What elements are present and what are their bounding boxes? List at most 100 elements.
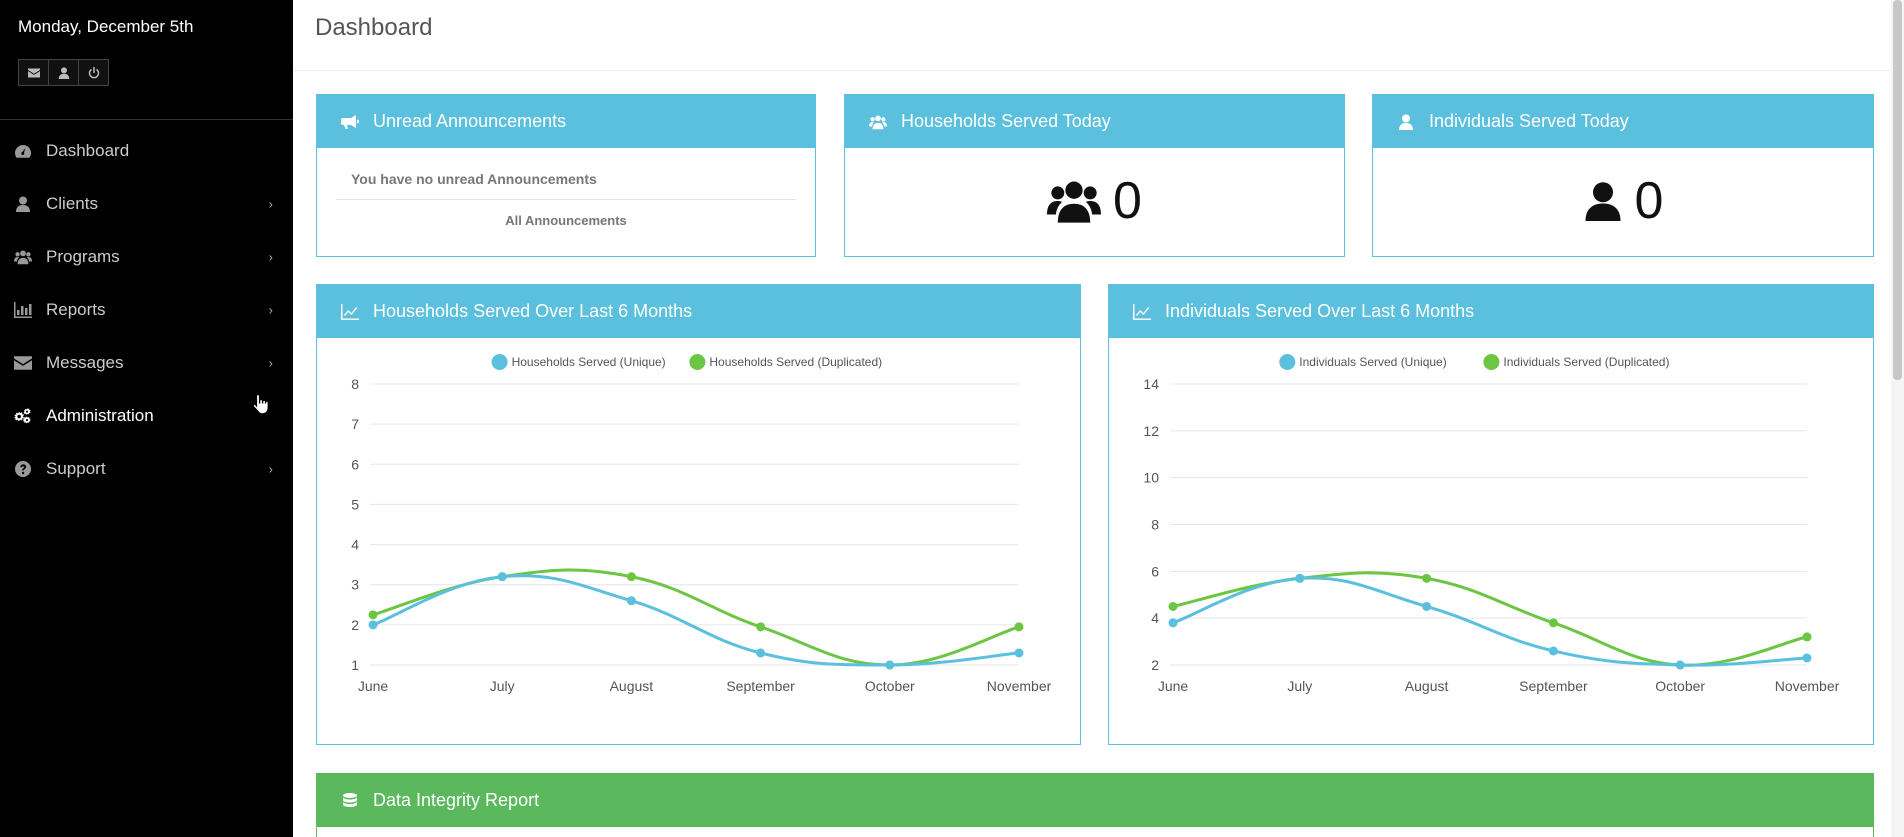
households-line-chart: Households Served (Unique) Households Ser…: [351, 354, 1052, 694]
legend-swatch[interactable]: [1483, 354, 1500, 370]
data-point[interactable]: [1422, 573, 1432, 583]
y-tick-label: 1: [351, 657, 359, 673]
dashboard-icon: [13, 143, 33, 159]
data-point[interactable]: [1422, 601, 1432, 611]
legend-swatch[interactable]: [491, 354, 508, 370]
data-point[interactable]: [1014, 648, 1024, 658]
sidebar-item-reports[interactable]: Reports ›: [0, 283, 293, 336]
x-tick-label: September: [1519, 678, 1588, 694]
question-circle-icon: [13, 460, 33, 477]
all-announcements-link[interactable]: All Announcements: [505, 213, 627, 228]
panel-heading: Individuals Served Today: [1373, 95, 1873, 148]
y-tick-label: 5: [351, 496, 359, 512]
announcements-panel: Unread Announcements You have no unread …: [316, 94, 816, 257]
data-point[interactable]: [756, 622, 766, 632]
y-tick-label: 8: [1151, 517, 1159, 533]
x-tick-label: August: [1405, 678, 1449, 694]
users-icon: [1047, 181, 1102, 223]
y-tick-label: 2: [351, 617, 359, 633]
panel-heading: Unread Announcements: [317, 95, 815, 148]
logout-button[interactable]: [78, 59, 109, 86]
legend-swatch[interactable]: [1279, 354, 1296, 370]
sidebar-item-clients[interactable]: Clients ›: [0, 177, 293, 230]
user-icon: [13, 196, 33, 212]
main-content: Dashboard Unread Announcements You have …: [293, 0, 1904, 837]
data-point[interactable]: [1675, 660, 1685, 670]
sidebar-item-label: Administration: [46, 405, 154, 425]
individuals-today-panel: Individuals Served Today 0: [1372, 94, 1874, 257]
profile-button[interactable]: [48, 59, 79, 86]
households-today-stat: 0: [845, 175, 1344, 227]
data-point[interactable]: [368, 610, 378, 620]
y-tick-label: 4: [351, 537, 359, 553]
data-point[interactable]: [1802, 632, 1812, 642]
data-point[interactable]: [1548, 618, 1558, 628]
data-point[interactable]: [1802, 653, 1812, 663]
chevron-right-icon: ›: [268, 196, 273, 211]
data-point[interactable]: [368, 620, 378, 630]
series-line: [1172, 571, 1808, 667]
x-tick-label: August: [610, 678, 654, 694]
legend-label[interactable]: Households Served (Unique): [512, 355, 666, 369]
x-tick-label: September: [726, 678, 795, 694]
vertical-scrollbar[interactable]: [1891, 0, 1904, 837]
chevron-right-icon: ›: [268, 355, 273, 370]
individuals-today-count: 0: [1634, 172, 1664, 230]
chevron-right-icon: ›: [268, 249, 273, 264]
y-tick-label: 6: [351, 456, 359, 472]
divider: [336, 199, 796, 200]
database-icon: [341, 792, 359, 809]
legend-label[interactable]: Individuals Served (Unique): [1299, 355, 1446, 369]
legend-label[interactable]: Households Served (Duplicated): [709, 355, 882, 369]
y-tick-label: 10: [1143, 470, 1159, 486]
hand-cursor-icon: [253, 393, 269, 415]
sidebar-item-label: Programs: [46, 246, 120, 266]
sidebar: Monday, December 5th Dashboard Clients ›…: [0, 0, 293, 837]
users-icon: [869, 114, 887, 130]
bullhorn-icon: [341, 114, 359, 130]
data-point[interactable]: [1168, 601, 1178, 611]
data-point[interactable]: [626, 596, 636, 606]
data-point[interactable]: [1014, 622, 1024, 632]
chevron-right-icon: ›: [268, 302, 273, 317]
sidebar-item-label: Dashboard: [46, 140, 130, 160]
data-point[interactable]: [756, 648, 766, 658]
sidebar-nav: Dashboard Clients › Programs › Reports ›…: [0, 124, 293, 495]
households-today-panel: Households Served Today 0: [844, 94, 1345, 257]
x-tick-label: November: [987, 678, 1052, 694]
bar-chart-icon: [13, 301, 33, 318]
sidebar-divider: [0, 119, 293, 120]
sidebar-item-programs[interactable]: Programs ›: [0, 230, 293, 283]
sidebar-item-support[interactable]: Support ›: [0, 442, 293, 495]
sidebar-item-label: Clients: [46, 193, 98, 213]
series-line: [1172, 576, 1808, 667]
data-point[interactable]: [1295, 573, 1305, 583]
panel-title: Data Integrity Report: [373, 790, 540, 810]
data-point[interactable]: [1548, 646, 1558, 656]
x-tick-label: July: [1287, 678, 1312, 694]
data-point[interactable]: [1168, 618, 1178, 628]
y-tick-label: 12: [1143, 423, 1159, 439]
x-tick-label: July: [490, 678, 515, 694]
data-point[interactable]: [497, 572, 507, 582]
scrollbar-thumb[interactable]: [1893, 0, 1902, 380]
individuals-today-stat: 0: [1373, 175, 1873, 227]
sidebar-item-dashboard[interactable]: Dashboard: [0, 124, 293, 177]
panel-title: Unread Announcements: [373, 111, 567, 131]
power-icon: [88, 66, 99, 78]
x-tick-label: October: [1655, 678, 1705, 694]
user-icon: [58, 66, 69, 79]
individuals-chart-panel: Individuals Served Over Last 6 Months In…: [1108, 284, 1874, 745]
data-point[interactable]: [626, 572, 636, 582]
messages-button[interactable]: [18, 59, 49, 86]
sidebar-item-label: Messages: [46, 352, 124, 372]
data-integrity-panel: Data Integrity Report: [316, 773, 1874, 837]
cogs-icon: [13, 407, 33, 424]
legend-label[interactable]: Individuals Served (Duplicated): [1503, 355, 1669, 369]
sidebar-item-administration[interactable]: Administration: [0, 389, 293, 442]
sidebar-item-messages[interactable]: Messages ›: [0, 336, 293, 389]
y-tick-label: 3: [351, 577, 359, 593]
panel-title: Individuals Served Today: [1429, 111, 1629, 131]
legend-swatch[interactable]: [689, 354, 706, 370]
data-point[interactable]: [885, 660, 895, 670]
